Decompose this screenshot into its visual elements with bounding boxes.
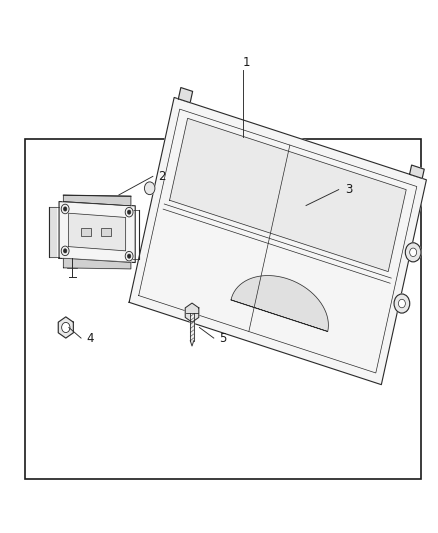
Bar: [81, 228, 91, 236]
Circle shape: [64, 207, 67, 211]
Circle shape: [64, 249, 67, 253]
Text: 3: 3: [345, 183, 353, 196]
Text: 4: 4: [86, 332, 94, 344]
Circle shape: [394, 294, 410, 313]
Polygon shape: [170, 118, 406, 272]
Polygon shape: [64, 259, 131, 269]
Bar: [101, 228, 111, 236]
Polygon shape: [185, 303, 199, 322]
Polygon shape: [410, 165, 424, 179]
Circle shape: [127, 210, 131, 214]
Circle shape: [410, 248, 417, 256]
Circle shape: [61, 204, 69, 214]
Polygon shape: [231, 276, 328, 332]
Circle shape: [127, 254, 131, 259]
Text: 1: 1: [243, 56, 251, 69]
Polygon shape: [190, 341, 194, 346]
Circle shape: [62, 322, 70, 333]
Circle shape: [145, 182, 155, 195]
Polygon shape: [178, 87, 193, 103]
Polygon shape: [49, 207, 56, 257]
Circle shape: [61, 246, 69, 256]
Circle shape: [125, 252, 133, 261]
Bar: [25, 139, 421, 479]
Circle shape: [399, 300, 406, 308]
Text: 5: 5: [219, 332, 226, 344]
Polygon shape: [129, 98, 427, 385]
Polygon shape: [64, 195, 131, 206]
Polygon shape: [69, 213, 126, 251]
Polygon shape: [59, 201, 135, 263]
Circle shape: [125, 207, 133, 217]
Text: 2: 2: [158, 170, 166, 183]
Circle shape: [405, 243, 421, 262]
Polygon shape: [58, 317, 73, 338]
Polygon shape: [190, 313, 194, 341]
